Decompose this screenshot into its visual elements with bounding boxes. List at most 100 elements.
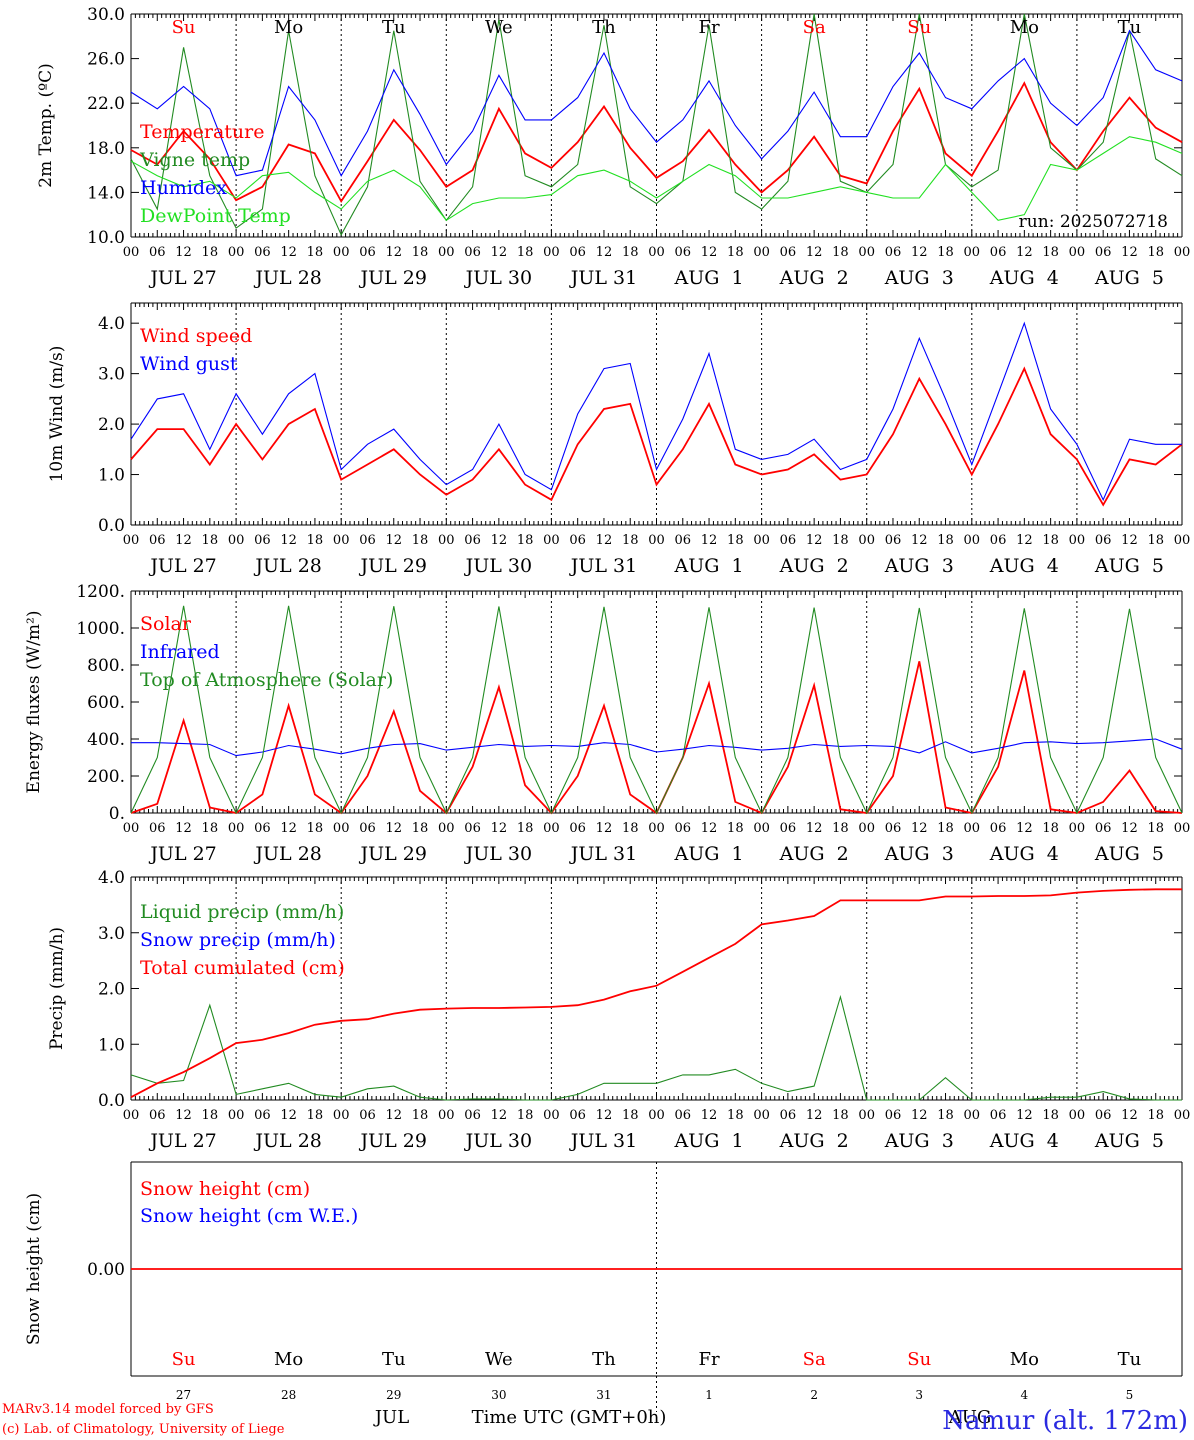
date-label: JUL 31 — [569, 1130, 637, 1152]
footer-model-credit: MARv3.14 model forced by GFS — [2, 1402, 214, 1417]
date-label: AUG 1 — [674, 555, 744, 577]
hour-tick-label: 12 — [1121, 1108, 1138, 1123]
date-label: JUL 29 — [359, 555, 427, 577]
weekday-label-top: Tu — [1118, 17, 1142, 38]
legend-entry: Snow precip (mm/h) — [140, 929, 336, 951]
hour-tick-label: 12 — [280, 533, 297, 548]
hour-tick-label: 06 — [359, 245, 376, 260]
day-number-label: 1 — [705, 1388, 713, 1402]
y-tick-label: 0.00 — [87, 1260, 125, 1280]
hour-tick-label: 00 — [858, 821, 875, 836]
hour-tick-label: 18 — [622, 245, 639, 260]
series-line-wind-speed — [130, 366, 1183, 507]
hour-tick-label: 12 — [1121, 245, 1138, 260]
footer-lab-credit: (c) Lab. of Climatology, University of L… — [2, 1422, 285, 1437]
legend-entry: Humidex — [140, 177, 227, 199]
hour-tick-label: 00 — [438, 533, 455, 548]
hour-tick-label: 00 — [333, 245, 350, 260]
hour-tick-label: 18 — [622, 821, 639, 836]
hour-tick-label: 00 — [543, 1108, 560, 1123]
y-tick-label: 200. — [87, 767, 125, 787]
date-label: JUL 28 — [253, 1130, 321, 1152]
hour-tick-label: 18 — [1147, 245, 1164, 260]
hour-tick-label: 12 — [911, 1108, 928, 1123]
hour-tick-label: 12 — [1016, 821, 1033, 836]
hour-tick-label: 18 — [412, 245, 429, 260]
hour-tick-label: 06 — [780, 1108, 797, 1123]
hour-tick-label: 12 — [175, 533, 192, 548]
hour-tick-label: 18 — [937, 245, 954, 260]
hour-tick-label: 06 — [254, 245, 271, 260]
date-label: AUG 4 — [989, 1130, 1059, 1152]
hour-tick-label: 00 — [228, 821, 245, 836]
legend-entry: Top of Atmosphere (Solar) — [140, 669, 393, 691]
date-label: AUG 5 — [1094, 843, 1164, 865]
hour-tick-label: 18 — [1147, 1108, 1164, 1123]
hour-tick-label: 06 — [254, 821, 271, 836]
hour-tick-label: 06 — [569, 245, 586, 260]
hour-tick-label: 06 — [359, 533, 376, 548]
hour-tick-label: 00 — [543, 821, 560, 836]
hour-tick-label: 18 — [727, 821, 744, 836]
day-number-label: 30 — [491, 1388, 506, 1402]
hour-tick-label: 06 — [990, 821, 1007, 836]
series-line-humidex — [130, 29, 1183, 177]
legend-entry: Wind gust — [140, 353, 238, 375]
y-tick-label: 10.0 — [87, 228, 125, 248]
weekday-label-bottom: Th — [592, 1349, 616, 1370]
hour-tick-label: 12 — [701, 533, 718, 548]
hour-tick-label: 12 — [385, 1108, 402, 1123]
hour-tick-label: 00 — [1174, 1108, 1191, 1123]
hour-tick-label: 06 — [569, 821, 586, 836]
hour-tick-label: 18 — [202, 245, 219, 260]
hour-tick-label: 18 — [1147, 533, 1164, 548]
weekday-label-bottom: We — [485, 1349, 513, 1370]
date-label: JUL 31 — [569, 267, 637, 289]
date-label: JUL 30 — [464, 267, 532, 289]
hour-tick-label: 12 — [280, 821, 297, 836]
hour-tick-label: 00 — [648, 821, 665, 836]
hour-tick-label: 18 — [1042, 821, 1059, 836]
y-tick-label: 14.0 — [87, 183, 125, 203]
date-label: JUL 31 — [569, 843, 637, 865]
weekday-label-bottom: Tu — [382, 1349, 406, 1370]
hour-tick-label: 06 — [780, 245, 797, 260]
series-line-total-cumulated-cm- — [130, 888, 1182, 1098]
weekday-label-bottom: Su — [907, 1349, 931, 1370]
hour-tick-label: 18 — [517, 533, 534, 548]
hour-tick-label: 00 — [858, 245, 875, 260]
y-tick-label: 1.0 — [98, 466, 125, 486]
hour-tick-label: 00 — [333, 821, 350, 836]
y-tick-label: 3.0 — [98, 365, 125, 385]
date-label: JUL 28 — [253, 843, 321, 865]
hour-tick-label: 12 — [806, 821, 823, 836]
legend-entry: Wind speed — [140, 325, 252, 347]
hour-tick-label: 18 — [517, 245, 534, 260]
run-annotation: run: 2025072718 — [1019, 212, 1168, 232]
weekday-label-top: Th — [592, 17, 616, 38]
legend-entry: Temperature — [140, 121, 264, 143]
hour-tick-label: 06 — [149, 245, 166, 260]
hour-tick-label: 12 — [175, 1108, 192, 1123]
hour-tick-label: 00 — [543, 533, 560, 548]
hour-tick-label: 06 — [359, 821, 376, 836]
date-label: AUG 1 — [674, 843, 744, 865]
y-tick-label: 400. — [87, 730, 125, 750]
date-label: AUG 3 — [884, 1130, 954, 1152]
panel-precip: 0.0 1.0 2.0 3.0 4.0 Precip (mm/h) Liquid preci… — [47, 868, 1190, 1152]
date-label: JUL 27 — [148, 1130, 216, 1152]
hour-tick-label: 12 — [911, 245, 928, 260]
y-tick-label: 1.0 — [98, 1035, 125, 1055]
y-tick-label: 18.0 — [87, 139, 125, 159]
date-label: JUL 29 — [359, 267, 427, 289]
date-label: AUG 2 — [779, 1130, 849, 1152]
y-tick-label: 1000. — [76, 619, 125, 639]
hour-tick-label: 00 — [1069, 533, 1086, 548]
date-label: AUG 4 — [989, 267, 1059, 289]
hour-tick-label: 12 — [701, 1108, 718, 1123]
date-label: AUG 3 — [884, 555, 954, 577]
day-number-label: 27 — [176, 1388, 191, 1402]
hour-tick-label: 12 — [701, 245, 718, 260]
hour-tick-label: 00 — [1069, 821, 1086, 836]
footer-month-label: JUL — [373, 1407, 409, 1428]
